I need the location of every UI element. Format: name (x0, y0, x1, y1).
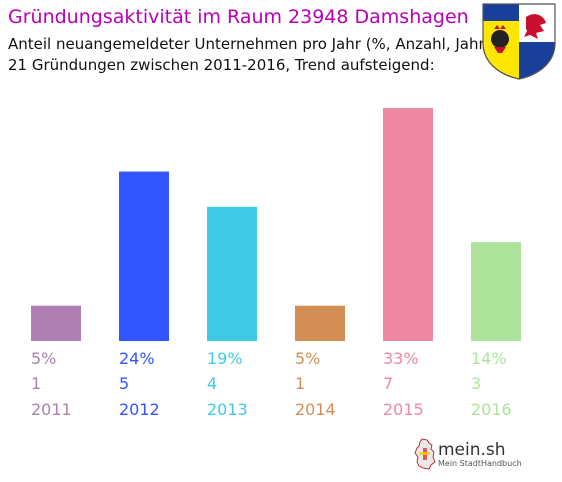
count-label-2011: 1 (31, 374, 41, 393)
chart-subtitle-line-2: 21 Gründungen zwischen 2011-2016, Trend … (8, 56, 435, 74)
bar-2013 (207, 206, 257, 341)
year-label-2011: 2011 (31, 400, 72, 419)
coat-of-arms-icon (482, 3, 556, 80)
brand-tagline: Mein StadtHandbuch (438, 459, 522, 468)
chart-title: Gründungsaktivität im Raum 23948 Damshag… (8, 6, 469, 28)
bar-2014 (295, 305, 345, 341)
count-label-2012: 5 (119, 374, 129, 393)
brand-logo: mein.sh Mein StadtHandbuch (414, 434, 532, 474)
year-label-2016: 2016 (471, 400, 512, 419)
chart-subtitle-line-1: Anteil neuangemeldeter Unternehmen pro J… (8, 35, 491, 53)
percent-label-2012: 24% (119, 349, 155, 368)
brand-name: mein.sh (438, 440, 506, 460)
count-label-2015: 7 (383, 374, 393, 393)
count-label-2016: 3 (471, 374, 481, 393)
percent-label-2015: 33% (383, 349, 419, 368)
percent-label-2016: 14% (471, 349, 507, 368)
year-label-2013: 2013 (207, 400, 248, 419)
count-label-2014: 1 (295, 374, 305, 393)
percent-label-2013: 19% (207, 349, 243, 368)
bar-2016 (471, 242, 521, 341)
bar-2015 (383, 108, 433, 341)
bar-2011 (31, 305, 81, 341)
year-label-2014: 2014 (295, 400, 336, 419)
year-label-2012: 2012 (119, 400, 160, 419)
bar-2012 (119, 171, 169, 341)
count-label-2013: 4 (207, 374, 217, 393)
percent-label-2014: 5% (295, 349, 320, 368)
year-label-2015: 2015 (383, 400, 424, 419)
percent-label-2011: 5% (31, 349, 56, 368)
germany-map-icon (414, 438, 436, 470)
